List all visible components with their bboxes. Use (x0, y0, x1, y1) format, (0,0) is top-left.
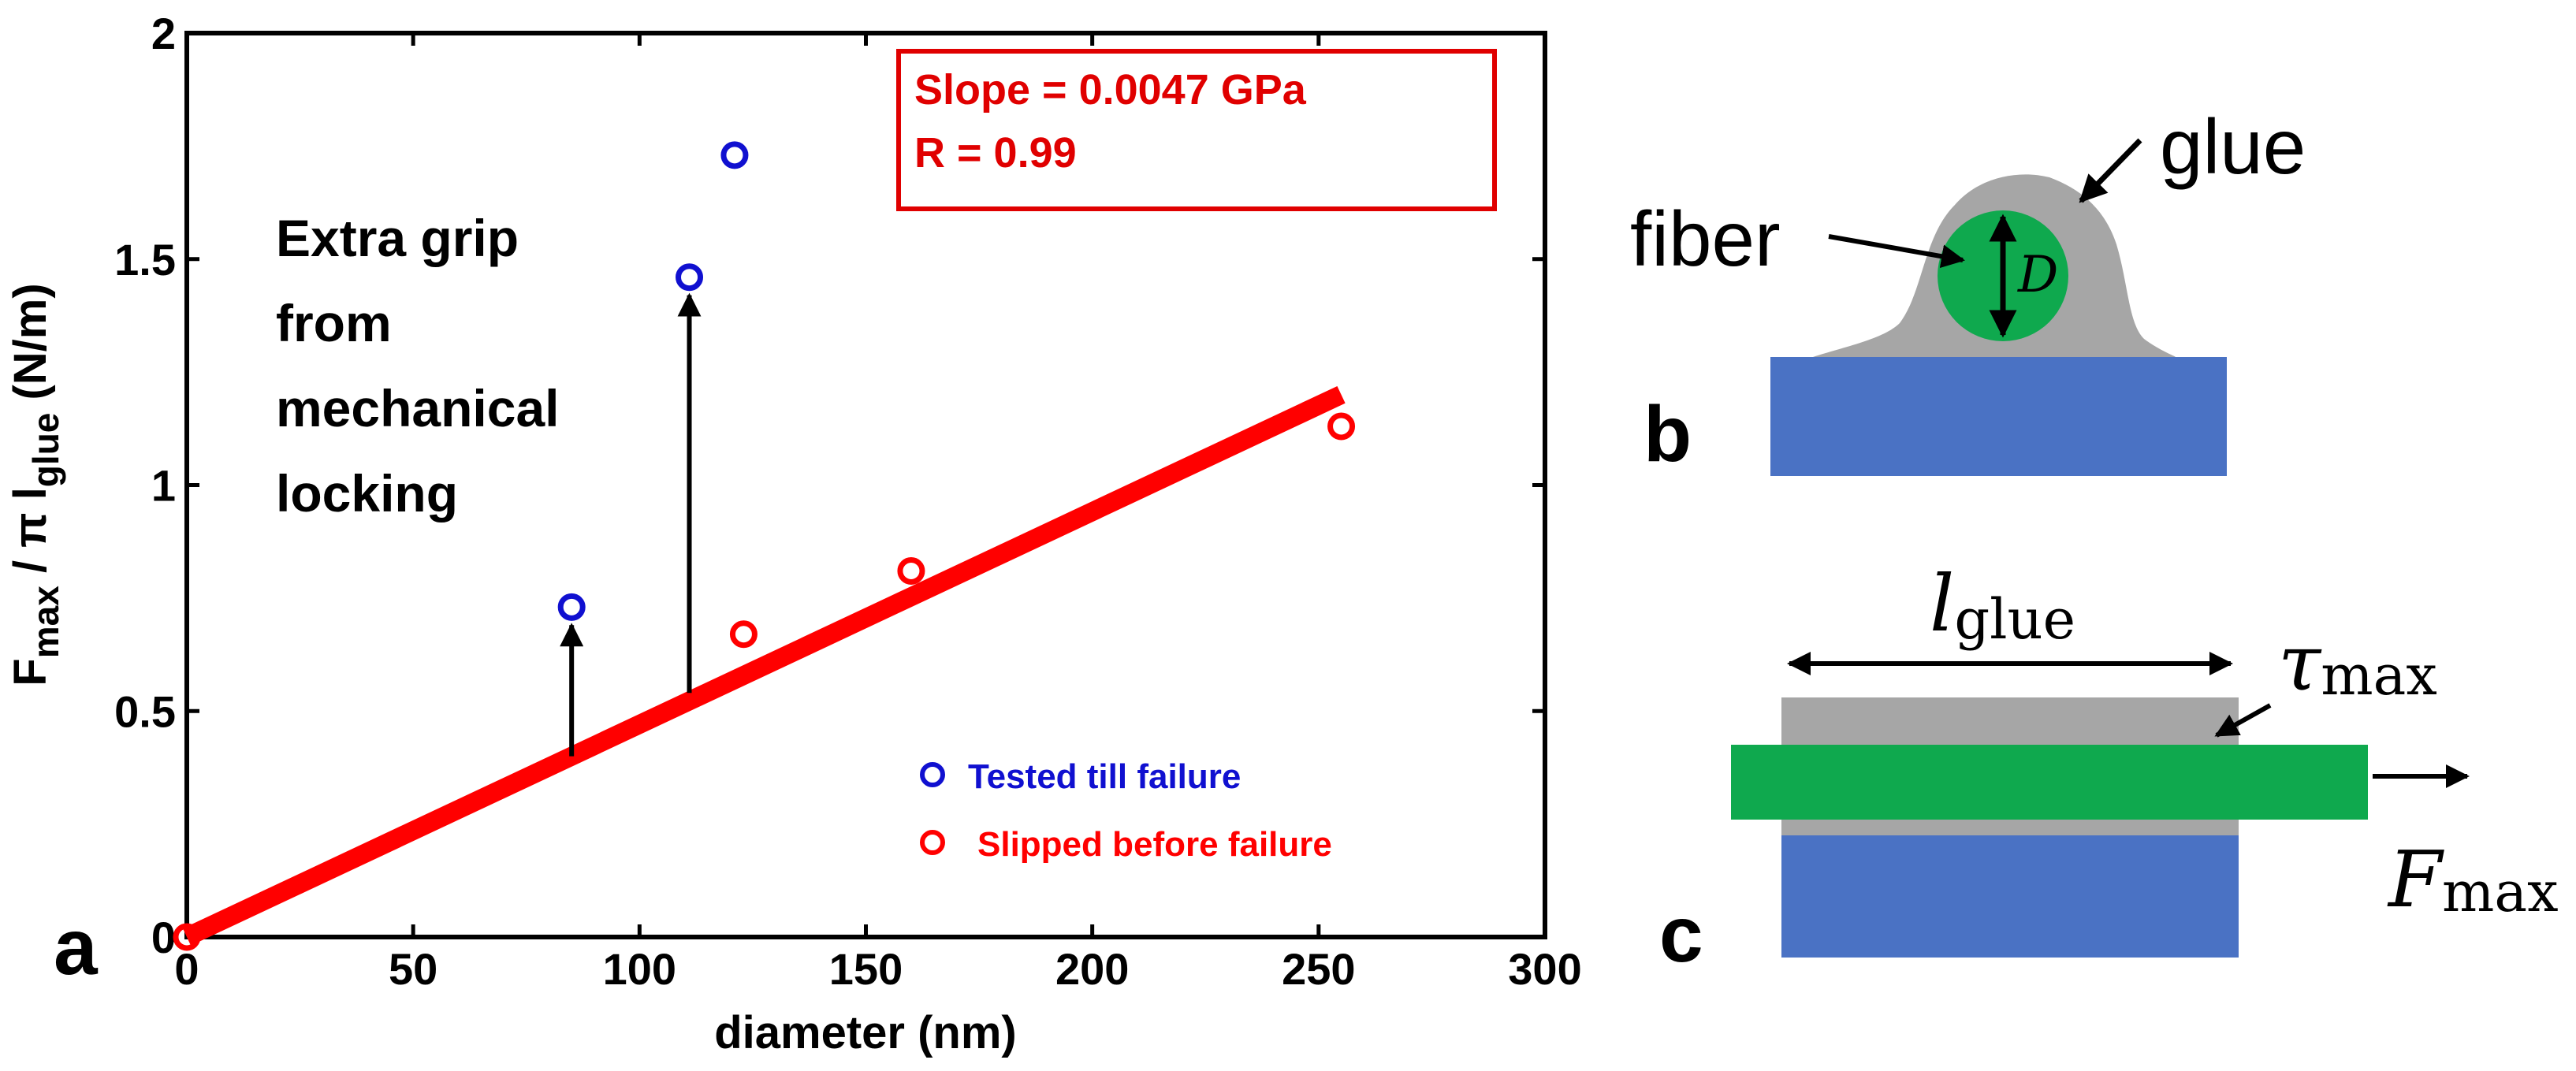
y-axis-label: Fmax / π lglue (N/m) (5, 283, 66, 686)
force-label-base: F (2387, 835, 2444, 925)
force-label: Fmax (2387, 835, 2559, 925)
data-points (173, 141, 1356, 951)
y-label-max-sub: max (25, 586, 66, 658)
fiber-pointer-arrow (1828, 234, 1965, 269)
legend-marker-slipped (920, 830, 945, 855)
shear-pointer-arrow (2214, 703, 2272, 738)
data-point (720, 141, 749, 169)
y-tick-label: 1 (151, 461, 176, 511)
legend-marker-tested (920, 762, 945, 787)
legend: Tested till failure Slipped before failu… (920, 757, 1332, 864)
data-point (173, 923, 201, 951)
y-label-unit: (N/m) (5, 283, 56, 412)
length-label: lglue (1930, 560, 2075, 652)
x-tick-label: 150 (829, 944, 903, 994)
cross-section-diagram: D fiber glue (1630, 103, 2306, 476)
length-label-sub: glue (1954, 587, 2075, 652)
y-label-glue-sub: glue (25, 413, 66, 488)
fiber-bar (1731, 745, 2368, 820)
glue-pointer-arrow (2079, 138, 2142, 203)
slope-text: Slope = 0.0047 GPa (914, 66, 1307, 113)
grip-arrows (560, 292, 702, 757)
annotation-line-1: Extra grip (276, 209, 519, 267)
x-tick-label: 250 (1282, 944, 1355, 994)
force-label-sub: max (2442, 860, 2559, 924)
x-tick-label: 50 (389, 944, 437, 994)
svg-text:Fmax / π lglue (N/m): Fmax / π lglue (N/m) (5, 283, 66, 686)
data-point (676, 263, 704, 292)
y-tick-label: 0.5 (114, 686, 176, 736)
legend-label-tested: Tested till failure (968, 757, 1241, 796)
shear-label: τmax (2278, 619, 2437, 708)
x-tick-label: 200 (1055, 944, 1129, 994)
x-axis-ticks: 0 50 100 150 200 250 300 (174, 33, 1582, 994)
fit-line (182, 385, 1346, 946)
shear-label-sub: max (2321, 643, 2437, 708)
diameter-label: D (2017, 246, 2058, 304)
x-axis-label: diameter (nm) (714, 1007, 1017, 1058)
substrate-block (1770, 357, 2227, 476)
plot-area-frame (184, 31, 1547, 939)
annotation-line-2: from (276, 294, 392, 352)
panel-label-c: c (1659, 891, 1703, 979)
y-tick-label: 0 (151, 913, 176, 962)
extra-grip-annotation: Extra grip from mechanical locking (276, 209, 560, 522)
y-tick-label: 1.5 (114, 235, 176, 284)
length-label-base: l (1930, 560, 1954, 649)
y-label-mid: / π l (5, 487, 56, 586)
data-point (1327, 412, 1356, 441)
panel-label-b: b (1644, 390, 1692, 478)
glue-label: glue (2160, 103, 2306, 190)
fiber-label: fiber (1630, 195, 1781, 282)
substrate-block (1781, 835, 2239, 958)
annotation-line-3: mechanical (276, 379, 560, 437)
chart-panel: 0 50 100 150 200 250 300 0 0.5 1 1.5 2 Slope = 0.0… (5, 9, 1582, 1058)
y-axis-ticks: 0 0.5 1 1.5 2 (114, 9, 1545, 962)
y-tick-label: 2 (151, 9, 176, 58)
annotation-line-4: locking (276, 464, 458, 522)
shear-label-base: τ (2278, 619, 2322, 708)
slope-annotation-box: Slope = 0.0047 GPa R = 0.99 (896, 49, 1497, 211)
data-point (557, 593, 586, 621)
r-value-text: R = 0.99 (914, 129, 1077, 177)
legend-label-slipped: Slipped before failure (977, 825, 1332, 864)
data-point (897, 556, 925, 585)
x-tick-label: 100 (603, 944, 676, 994)
x-tick-label: 300 (1508, 944, 1581, 994)
side-view-diagram: lglue τmax Fmax (1731, 560, 2559, 958)
x-tick-label: 0 (174, 944, 199, 994)
y-label-f: F (5, 658, 56, 686)
data-point (729, 620, 758, 649)
panel-label-a: a (54, 903, 99, 991)
